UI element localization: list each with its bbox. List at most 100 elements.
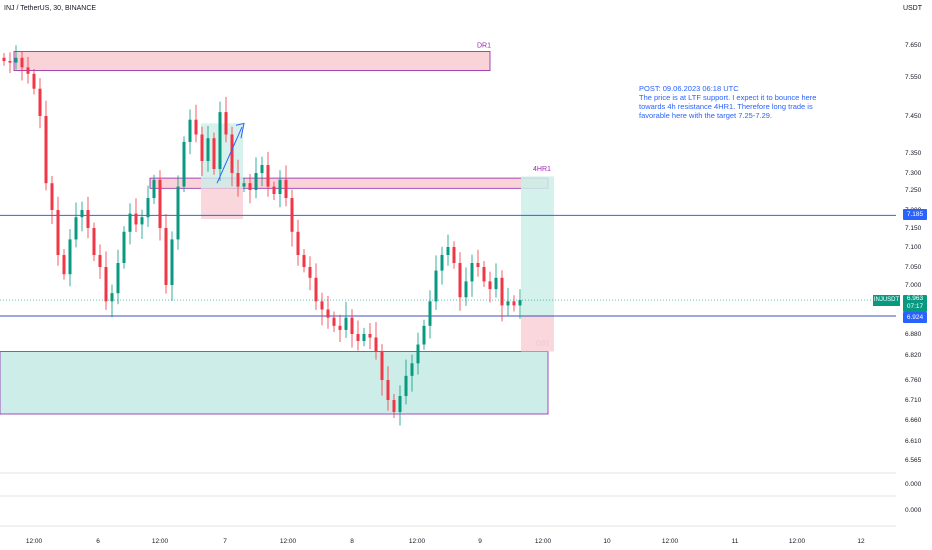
candle-body <box>236 173 240 187</box>
candle-body <box>278 179 282 194</box>
candle-body <box>122 231 126 263</box>
candle-body <box>512 301 516 306</box>
candle-body <box>32 73 36 89</box>
x-tick-label: 12:00 <box>280 538 297 545</box>
candle-body <box>140 217 144 225</box>
candle-body <box>242 183 246 187</box>
candle-body <box>368 334 372 338</box>
candle-body <box>416 344 420 364</box>
candle-body <box>476 263 480 267</box>
candle-body <box>326 309 330 318</box>
candle-body <box>86 210 90 228</box>
trend-arrow-line <box>216 126 243 184</box>
candle-body <box>374 337 378 352</box>
y-tick-label: 7.150 <box>905 225 922 232</box>
trend-arrow-head <box>235 122 245 139</box>
countdown-value: 07:17 <box>906 303 924 310</box>
candle-body <box>62 255 66 275</box>
candle-body <box>74 217 78 240</box>
candle-body <box>8 61 12 63</box>
candle-body <box>206 138 210 161</box>
x-tick-label: 12:00 <box>152 538 169 545</box>
candle-body <box>110 293 114 302</box>
x-tick-label: 7 <box>223 538 227 545</box>
candle-body <box>200 134 204 161</box>
y-tick-label: 6.880 <box>905 331 922 338</box>
candle-body <box>170 239 174 285</box>
candle-body <box>356 334 360 341</box>
candle-body <box>272 186 276 194</box>
candle-body <box>290 198 294 232</box>
x-tick-label: 12:00 <box>662 538 679 545</box>
candle-body <box>212 138 216 169</box>
analysis-note: POST: 09.06.2023 06:18 UTC The price is … <box>639 84 817 120</box>
candle-body <box>410 363 414 376</box>
candle-body <box>116 263 120 294</box>
y-tick-label: 7.250 <box>905 187 922 194</box>
candle-body <box>440 255 444 271</box>
candle-body <box>518 300 522 306</box>
candle-body <box>248 183 252 190</box>
candle-body <box>260 165 264 173</box>
blue-line-price-tag: 7.185 <box>903 209 927 220</box>
x-tick-label: 10 <box>603 538 611 545</box>
x-tick-label: 9 <box>478 538 482 545</box>
candle-body <box>152 179 156 198</box>
zone-dr1 <box>13 51 491 72</box>
candle-body <box>50 183 54 210</box>
zone-label-dr1: DR1 <box>477 42 491 49</box>
candle-body <box>422 325 426 345</box>
x-tick-label: 8 <box>350 538 354 545</box>
x-tick-label: 12:00 <box>409 538 426 545</box>
candle-body <box>218 112 222 169</box>
candle-body <box>98 255 102 267</box>
zone-ds1 <box>0 351 549 415</box>
candle-body <box>308 267 312 278</box>
candle-body <box>434 270 438 302</box>
position-stop-box <box>521 316 554 352</box>
candle-body <box>458 263 462 298</box>
y-tick-label: 6.565 <box>905 457 922 464</box>
zone-label-4hr1: 4HR1 <box>533 166 551 173</box>
lower-pane-tick: 0.000 <box>905 507 922 514</box>
y-tick-label: 7.550 <box>905 74 922 81</box>
candle-body <box>392 400 396 412</box>
candle-body <box>230 134 234 173</box>
candle-body <box>332 317 336 326</box>
candle-body <box>128 213 132 232</box>
candle-body <box>506 301 510 306</box>
candle-body <box>158 179 162 228</box>
candle-body <box>176 186 180 240</box>
candle-body <box>38 88 42 116</box>
candle-body <box>398 396 402 412</box>
candle-body <box>104 267 108 302</box>
candle-body <box>452 247 456 263</box>
candle-body <box>488 281 492 290</box>
candle-body <box>188 119 192 142</box>
y-tick-label: 6.660 <box>905 417 922 424</box>
candle-body <box>2 57 6 61</box>
candle-body <box>500 277 504 306</box>
candle-body <box>80 210 84 218</box>
y-tick-label: 6.820 <box>905 352 922 359</box>
y-tick-label: 6.760 <box>905 377 922 384</box>
candle-body <box>482 267 486 282</box>
symbol-title[interactable]: INJ / TetherUS, 30, BINANCE <box>4 5 97 12</box>
candle-body <box>68 239 72 275</box>
x-tick-label: 12:00 <box>26 538 43 545</box>
symbol-price-tag: INJUSDT <box>873 295 900 306</box>
current-price-tag: 6.963 07:17 <box>903 295 927 312</box>
candle-body <box>302 255 306 267</box>
x-tick-label: 11 <box>732 538 739 545</box>
candle-body <box>44 116 48 184</box>
lower-pane-tick: 0.000 <box>905 481 922 488</box>
candle-body <box>494 277 498 290</box>
current-price-value: 6.963 <box>906 295 924 302</box>
past-stop-box <box>201 188 243 219</box>
currency-label: USDT <box>902 5 922 12</box>
candle-body <box>338 325 342 330</box>
candle-body <box>182 141 186 187</box>
position-target-box <box>521 176 554 317</box>
